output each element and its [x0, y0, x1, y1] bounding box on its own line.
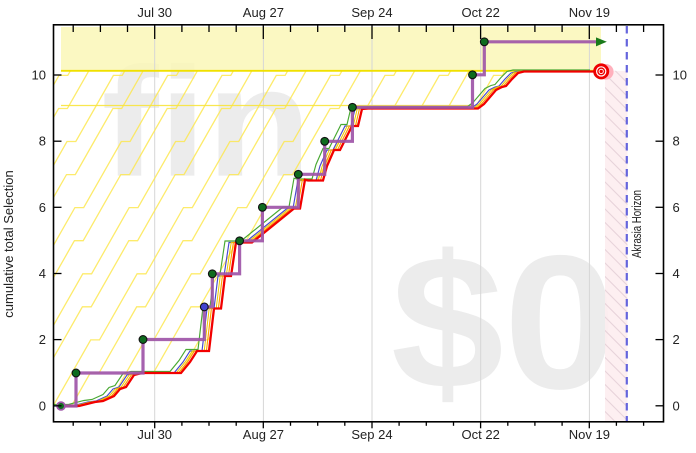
svg-text:8: 8 — [673, 134, 680, 149]
svg-text:4: 4 — [39, 266, 46, 281]
svg-text:2: 2 — [39, 332, 46, 347]
svg-text:cumulative total Selection: cumulative total Selection — [1, 170, 16, 317]
svg-text:Akrasia Horizon: Akrasia Horizon — [629, 190, 644, 258]
svg-text:6: 6 — [39, 200, 46, 215]
svg-text:Nov 19: Nov 19 — [569, 427, 610, 442]
svg-text:0: 0 — [39, 398, 46, 413]
svg-text:Jul 30: Jul 30 — [137, 5, 172, 20]
svg-text:Oct 22: Oct 22 — [462, 427, 500, 442]
svg-text:8: 8 — [39, 134, 46, 149]
svg-text:Oct 22: Oct 22 — [462, 5, 500, 20]
svg-text:$0: $0 — [391, 216, 617, 429]
svg-text:2: 2 — [673, 332, 680, 347]
svg-text:Nov 19: Nov 19 — [569, 5, 610, 20]
svg-text:Sep 24: Sep 24 — [351, 427, 392, 442]
svg-text:0: 0 — [673, 398, 680, 413]
svg-text:6: 6 — [673, 200, 680, 215]
svg-text:Aug 27: Aug 27 — [243, 427, 284, 442]
svg-text:Aug 27: Aug 27 — [243, 5, 284, 20]
svg-text:Jul 30: Jul 30 — [137, 427, 172, 442]
svg-text:10: 10 — [32, 68, 46, 83]
svg-text:4: 4 — [673, 266, 680, 281]
svg-text:10: 10 — [673, 68, 687, 83]
svg-text:Sep 24: Sep 24 — [351, 5, 392, 20]
